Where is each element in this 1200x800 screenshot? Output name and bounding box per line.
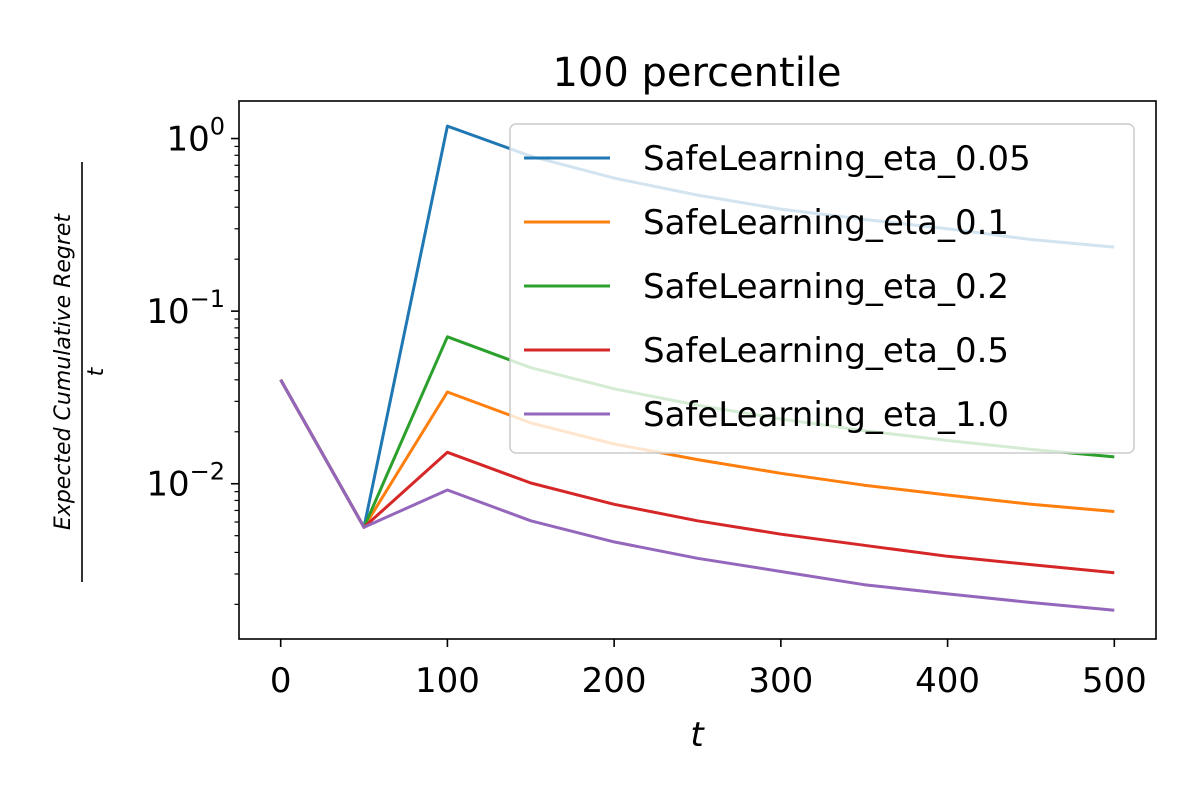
x-axis: 0 100 200 300 400 500 [270, 639, 1147, 701]
y-tick-label: 10−1 [146, 285, 225, 332]
y-tick-base: 10 [146, 292, 189, 332]
plot-frame [238, 100, 1157, 640]
legend-label: SafeLearning_eta_0.5 [643, 331, 1009, 371]
series-line [279, 379, 1115, 575]
y-axis-label: Expected Cumulative Regret t [51, 162, 109, 582]
y-tick-label: 10−2 [146, 458, 225, 505]
x-tick-label: 300 [748, 661, 813, 701]
legend-label: SafeLearning_eta_0.2 [643, 267, 1009, 307]
y-tick-exponent: 0 [210, 113, 225, 141]
y-axis-label-denominator: t [84, 366, 109, 376]
x-tick-label: 500 [1082, 661, 1147, 701]
x-tick-label: 200 [582, 661, 647, 701]
x-tick-label: 400 [915, 661, 980, 701]
series-line [279, 379, 1115, 612]
y-axis-label-numerator: Expected Cumulative Regret [51, 213, 76, 531]
x-axis-label: t [690, 715, 705, 755]
series-line [279, 379, 1115, 529]
y-tick-label: 100 [166, 113, 225, 160]
y-tick-exponent: −1 [190, 285, 225, 313]
legend-label: SafeLearning_eta_1.0 [643, 395, 1009, 435]
y-tick-base: 10 [146, 465, 189, 505]
legend: SafeLearning_eta_0.05 SafeLearning_eta_0.… [509, 123, 1135, 454]
chart-title: 100 percentile [552, 50, 841, 96]
x-tick-label: 0 [270, 661, 292, 701]
legend-label: SafeLearning_eta_0.05 [643, 139, 1031, 179]
x-tick-label: 100 [415, 661, 480, 701]
y-tick-exponent: −2 [190, 458, 225, 486]
legend-label: SafeLearning_eta_0.1 [643, 203, 1009, 243]
legend-frame [509, 123, 1135, 454]
y-tick-base: 10 [166, 120, 209, 160]
